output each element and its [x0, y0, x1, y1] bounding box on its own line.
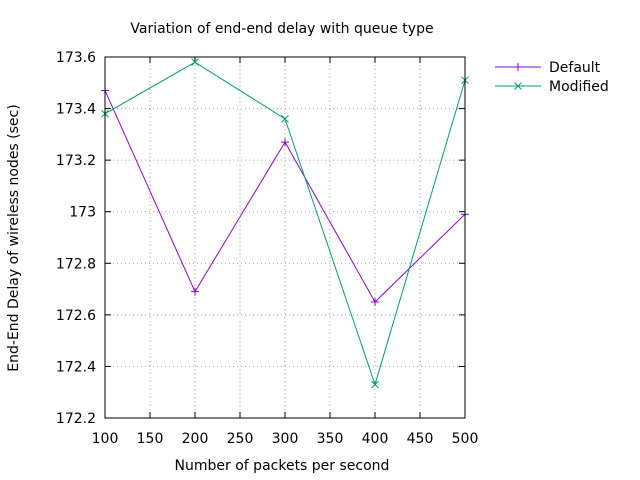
data-point-default: [191, 287, 199, 296]
x-axis-label: Number of packets per second: [175, 458, 390, 474]
series-line-default: [104, 90, 466, 303]
x-tick-label: 250: [227, 431, 254, 447]
y-tick-label: 172.2: [56, 411, 96, 427]
x-tick-label: 450: [407, 431, 434, 447]
chart-title: Variation of end-end delay with queue ty…: [130, 21, 433, 37]
x-tick-label: 500: [452, 431, 479, 447]
x-tick-label: 100: [92, 431, 119, 447]
y-tick-label: 173.4: [56, 102, 96, 118]
y-tick-label: 173: [69, 205, 96, 221]
y-tick-label: 172.4: [56, 359, 96, 375]
plot-frame: [104, 56, 466, 419]
y-tick-label: 172.6: [56, 308, 96, 324]
x-tick-label: 350: [317, 431, 344, 447]
data-point-modified: [281, 115, 289, 123]
x-tick-label: 200: [182, 431, 209, 447]
data-point-modified: [191, 58, 199, 67]
legend-label-default: Default: [549, 60, 601, 76]
data-point-modified: [371, 380, 379, 389]
data-point-default: [371, 297, 379, 306]
y-tick-label: 172.8: [56, 256, 96, 272]
legend-marker-default: [514, 63, 522, 71]
x-tick-label: 400: [362, 431, 389, 447]
y-tick-label: 173.6: [56, 50, 96, 66]
series-line-modified: [104, 61, 466, 387]
x-tick-label: 150: [137, 431, 164, 447]
y-tick-label: 173.2: [56, 153, 96, 169]
legend-marker-modified: [514, 82, 522, 90]
legend: Default Modified: [495, 60, 609, 95]
grid-lines: [105, 57, 465, 418]
x-tick-label: 300: [272, 431, 299, 447]
legend-label-modified: Modified: [549, 79, 609, 95]
tick-labels: 172.2 172.4 172.6 172.8 173 173.2 173.4 173.6 10…: [56, 50, 478, 447]
data-point-default: [281, 138, 289, 147]
data-series: [101, 58, 469, 389]
y-axis-label: End-End Delay of wireless nodes (sec): [6, 104, 22, 371]
